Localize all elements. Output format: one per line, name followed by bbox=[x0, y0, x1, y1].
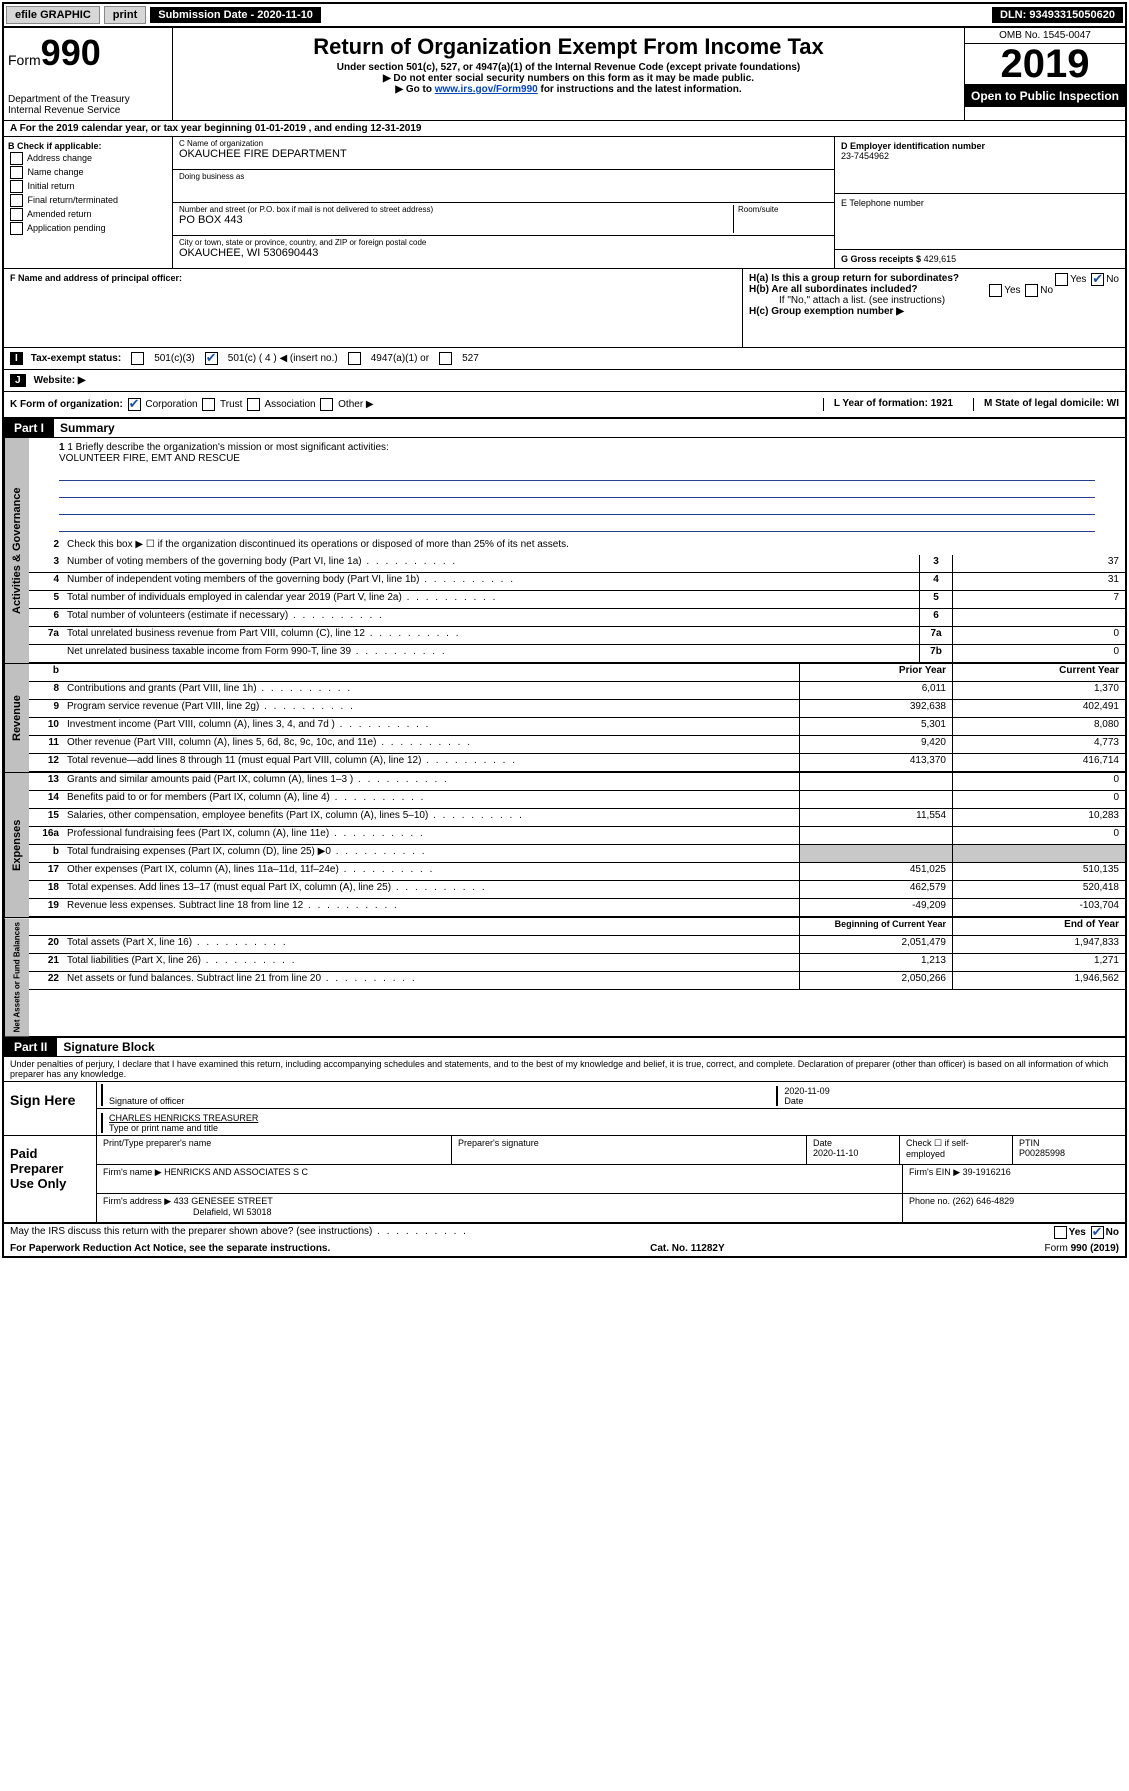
summary-line: bTotal fundraising expenses (Part IX, co… bbox=[29, 845, 1125, 863]
summary-line: 11Other revenue (Part VIII, column (A), … bbox=[29, 736, 1125, 754]
firm-ein: 39-1916216 bbox=[963, 1167, 1011, 1177]
box-c: C Name of organization OKAUCHEE FIRE DEP… bbox=[173, 137, 835, 268]
subtitle-3: ▶ Go to www.irs.gov/Form990 for instruct… bbox=[177, 84, 960, 95]
box-h: H(a) Is this a group return for subordin… bbox=[743, 269, 1125, 347]
summary-line: 17Other expenses (Part IX, column (A), l… bbox=[29, 863, 1125, 881]
mission-text: VOLUNTEER FIRE, EMT AND RESCUE bbox=[59, 453, 1095, 464]
ein: 23-7454962 bbox=[841, 151, 1119, 161]
discuss-row: May the IRS discuss this return with the… bbox=[4, 1223, 1125, 1241]
summary-line: 10Investment income (Part VIII, column (… bbox=[29, 718, 1125, 736]
box-d-e-g: D Employer identification number 23-7454… bbox=[835, 137, 1125, 268]
summary-line: 18Total expenses. Add lines 13–17 (must … bbox=[29, 881, 1125, 899]
form990-link[interactable]: www.irs.gov/Form990 bbox=[435, 84, 538, 95]
mission-box: 1 1 Briefly describe the organization's … bbox=[29, 438, 1125, 538]
summary-line: 4Number of independent voting members of… bbox=[29, 573, 1125, 591]
officer-name: CHARLES HENRICKS TREASURER bbox=[109, 1113, 1119, 1123]
summary-line: 21Total liabilities (Part X, line 26)1,2… bbox=[29, 954, 1125, 972]
section-f-h: F Name and address of principal officer:… bbox=[4, 269, 1125, 348]
firm-phone: (262) 646-4829 bbox=[953, 1196, 1015, 1206]
summary-line: 8Contributions and grants (Part VIII, li… bbox=[29, 682, 1125, 700]
sig-date: 2020-11-09 bbox=[784, 1086, 829, 1096]
form-number: Form990 bbox=[8, 32, 168, 74]
efile-button[interactable]: efile GRAPHIC bbox=[6, 6, 100, 24]
summary-line: 12Total revenue—add lines 8 through 11 (… bbox=[29, 754, 1125, 772]
check-amended[interactable]: Amended return bbox=[8, 208, 168, 221]
summary-line: 13Grants and similar amounts paid (Part … bbox=[29, 773, 1125, 791]
box-b: B Check if applicable: Address change Na… bbox=[4, 137, 173, 268]
vtab-revenue: Revenue bbox=[4, 664, 29, 772]
firm-name: HENRICKS AND ASSOCIATES S C bbox=[164, 1167, 308, 1177]
gross-receipts: 429,615 bbox=[924, 254, 957, 264]
box-f: F Name and address of principal officer: bbox=[4, 269, 743, 347]
footer: For Paperwork Reduction Act Notice, see … bbox=[4, 1241, 1125, 1256]
summary-line: 19Revenue less expenses. Subtract line 1… bbox=[29, 899, 1125, 917]
check-initial[interactable]: Initial return bbox=[8, 180, 168, 193]
open-public-badge: Open to Public Inspection bbox=[965, 85, 1125, 107]
vtab-expenses: Expenses bbox=[4, 773, 29, 917]
summary-line: 5Total number of individuals employed in… bbox=[29, 591, 1125, 609]
tax-year: 2019 bbox=[965, 44, 1125, 85]
state-domicile: M State of legal domicile: WI bbox=[984, 398, 1119, 409]
part1-header: Part I Summary bbox=[4, 419, 1125, 438]
form-title: Return of Organization Exempt From Incom… bbox=[177, 34, 960, 60]
org-city: OKAUCHEE, WI 530690443 bbox=[179, 247, 828, 259]
org-address: PO BOX 443 bbox=[179, 214, 733, 226]
summary-line: 7aTotal unrelated business revenue from … bbox=[29, 627, 1125, 645]
form-990-page: efile GRAPHIC print Submission Date - 20… bbox=[2, 2, 1127, 1258]
submission-date: Submission Date - 2020-11-10 bbox=[150, 7, 321, 23]
summary-line: 16aProfessional fundraising fees (Part I… bbox=[29, 827, 1125, 845]
top-bar: efile GRAPHIC print Submission Date - 20… bbox=[4, 4, 1125, 28]
dept-treasury: Department of the Treasury bbox=[8, 94, 168, 105]
summary-line: 3Number of voting members of the governi… bbox=[29, 555, 1125, 573]
summary-line: 15Salaries, other compensation, employee… bbox=[29, 809, 1125, 827]
section-b-g: B Check if applicable: Address change Na… bbox=[4, 137, 1125, 269]
row-i: I Tax-exempt status: 501(c)(3) 501(c) ( … bbox=[4, 348, 1125, 370]
irs-label: Internal Revenue Service bbox=[8, 105, 168, 116]
summary-line: 9Program service revenue (Part VIII, lin… bbox=[29, 700, 1125, 718]
part1-body: Activities & Governance 1 1 Briefly desc… bbox=[4, 438, 1125, 664]
sign-here-section: Sign Here Signature of officer 2020-11-0… bbox=[4, 1082, 1125, 1136]
part2-header: Part II Signature Block bbox=[4, 1038, 1125, 1057]
summary-line: 14Benefits paid to or for members (Part … bbox=[29, 791, 1125, 809]
row-klm: K Form of organization: Corporation Trus… bbox=[4, 392, 1125, 419]
subtitle-1: Under section 501(c), 527, or 4947(a)(1)… bbox=[177, 62, 960, 73]
dln: DLN: 93493315050620 bbox=[992, 7, 1123, 23]
year-formation: L Year of formation: 1921 bbox=[834, 398, 953, 409]
check-final[interactable]: Final return/terminated bbox=[8, 194, 168, 207]
paid-preparer-section: Paid Preparer Use Only Print/Type prepar… bbox=[4, 1136, 1125, 1223]
summary-line: 22Net assets or fund balances. Subtract … bbox=[29, 972, 1125, 990]
prep-date: 2020-11-10 bbox=[813, 1148, 858, 1158]
check-name[interactable]: Name change bbox=[8, 166, 168, 179]
subtitle-2: ▶ Do not enter social security numbers o… bbox=[177, 73, 960, 84]
check-pending[interactable]: Application pending bbox=[8, 222, 168, 235]
summary-line: 20Total assets (Part X, line 16)2,051,47… bbox=[29, 936, 1125, 954]
print-button[interactable]: print bbox=[104, 6, 146, 24]
vtab-activities: Activities & Governance bbox=[4, 438, 29, 663]
vtab-netassets: Net Assets or Fund Balances bbox=[4, 918, 29, 1036]
org-name: OKAUCHEE FIRE DEPARTMENT bbox=[179, 148, 828, 160]
row-j: J Website: ▶ bbox=[4, 370, 1125, 392]
ptin: P00285998 bbox=[1019, 1148, 1065, 1158]
firm-addr: 433 GENESEE STREET bbox=[174, 1196, 273, 1206]
line-a: A For the 2019 calendar year, or tax yea… bbox=[4, 121, 1125, 137]
perjury-statement: Under penalties of perjury, I declare th… bbox=[4, 1057, 1125, 1082]
check-address[interactable]: Address change bbox=[8, 152, 168, 165]
summary-line: Net unrelated business taxable income fr… bbox=[29, 645, 1125, 663]
summary-line: 6Total number of volunteers (estimate if… bbox=[29, 609, 1125, 627]
form-header: Form990 Department of the Treasury Inter… bbox=[4, 28, 1125, 121]
